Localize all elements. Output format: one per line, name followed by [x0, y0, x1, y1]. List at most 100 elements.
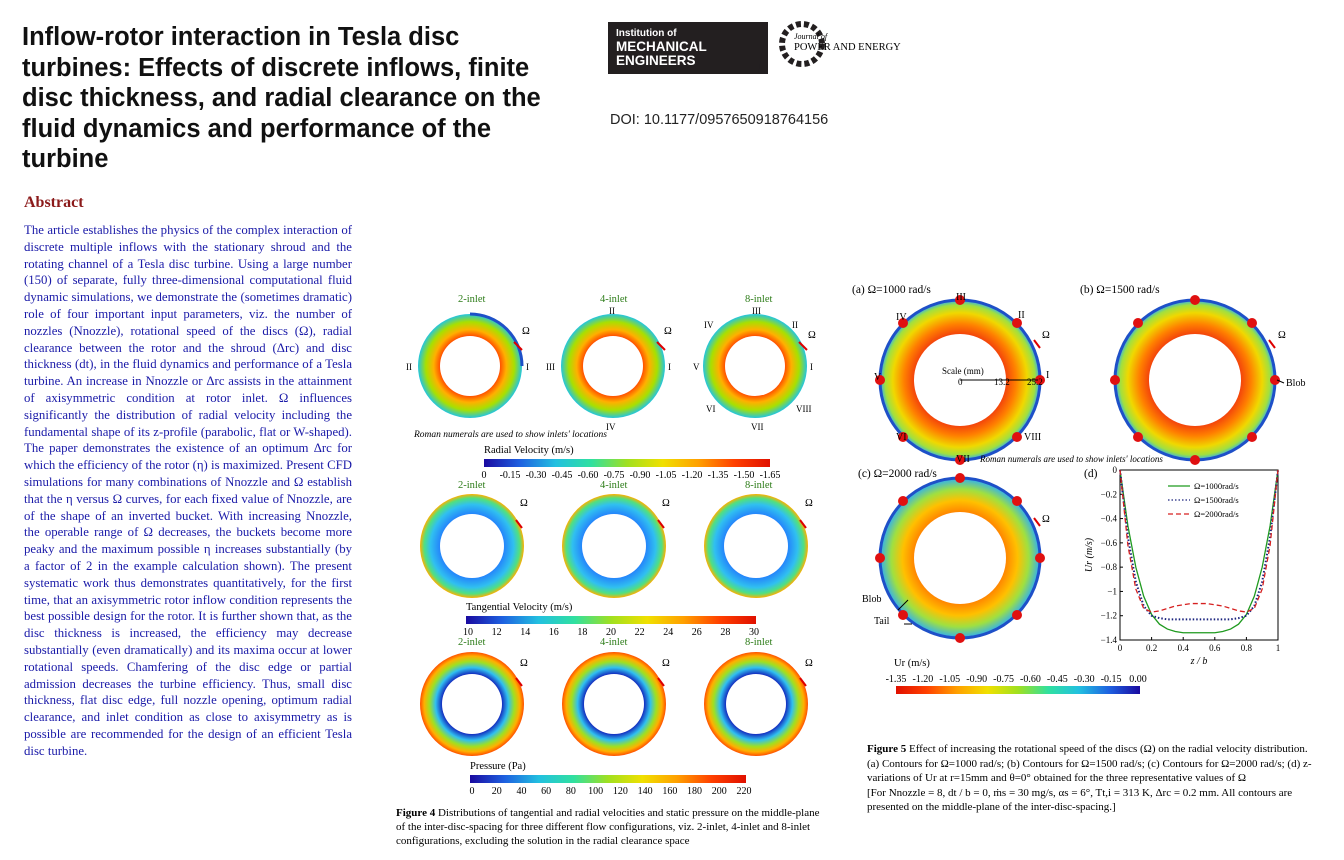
figure-4: 2-inlet 4-inlet 8-inlet Ω Ω Ω [396, 290, 836, 800]
colorbar-tick-label: -0.90 [966, 674, 988, 685]
colorbar-tick-label: -0.60 [577, 470, 599, 481]
colorbar-tick-label: 80 [565, 786, 576, 797]
colorbar-tick-label: 20 [606, 627, 616, 638]
colorbar-tick-label: -1.05 [939, 674, 961, 685]
journal-logo: Journal of POWER AND ENERGY [778, 12, 918, 76]
y-tick-label: −0.6 [1101, 538, 1118, 548]
fig4-label-4inlet: 4-inlet [600, 294, 628, 305]
colorbar-tick-label: -1.35 [707, 470, 729, 481]
fig4-roman-note: Roman numerals are used to show inlets' … [414, 430, 607, 440]
colorbar-tick-label: 180 [687, 786, 703, 797]
colorbar-tick-label: 20 [491, 786, 502, 797]
x-tick-label: 0 [1118, 643, 1123, 653]
fig4-tangential-contours [420, 494, 808, 598]
fig5-roman-note: Roman numerals are used to show inlets' … [980, 454, 1163, 464]
fig5-ring-b [1113, 298, 1277, 462]
colorbar-tick-label: -0.45 [1046, 674, 1068, 685]
tail-label: Tail [874, 616, 890, 627]
plot-frame [1119, 469, 1279, 641]
y-tick-label: −0.8 [1101, 562, 1118, 572]
colorbar-tick-label: 16 [548, 627, 559, 638]
panel-b-label: (b) Ω=1500 rad/s [1080, 284, 1160, 296]
y-tick-label: 0 [1113, 465, 1118, 475]
x-axis-label: z / b [1190, 656, 1208, 667]
colorbar-tick-label: -1.20 [912, 674, 934, 685]
colorbar-tick-label: 26 [691, 627, 702, 638]
colorbar-tick-label: -0.90 [629, 470, 651, 481]
colorbar-tick-label: -0.15 [499, 470, 521, 481]
colorbar-tick-label: 120 [612, 786, 628, 797]
colorbar-tick-label: 18 [577, 627, 588, 638]
legend-label: Ω=2000rad/s [1194, 509, 1239, 519]
pressure-colorbar-title: Pressure (Pa) [470, 761, 526, 772]
pressure-colorbar [470, 775, 746, 783]
gear-logo-icon [779, 21, 825, 67]
colorbar-tick-label: 24 [663, 627, 674, 638]
fig4-ring-2inlet-radial [418, 312, 524, 418]
y-tick-label: −1.4 [1101, 635, 1118, 645]
radial-colorbar-ticks: 0 -0.15 -0.30 -0.45 -0.60 -0.75 -0.90 -1.05 -1.2… [481, 470, 781, 482]
ur-colorbar-title: Ur (m/s) [894, 658, 930, 669]
tangential-colorbar-ticks: 10 12 14 16 18 20 22 24 26 28 30 [463, 627, 759, 639]
colorbar-tick-label: 30 [749, 627, 759, 638]
colorbar-tick-label: 14 [520, 627, 531, 638]
colorbar-tick-label: 40 [516, 786, 527, 797]
colorbar-tick-label: 0 [481, 470, 487, 481]
panel-a-label: (a) Ω=1000 rad/s [852, 284, 931, 296]
colorbar-tick-label: -0.75 [603, 470, 625, 481]
colorbar-tick-label: -1.65 [759, 470, 781, 481]
series-line [1119, 469, 1279, 634]
colorbar-tick-label: 100 [588, 786, 604, 797]
x-tick-label: 1 [1276, 643, 1281, 653]
tangential-colorbar-title: Tangential Velocity (m/s) [466, 602, 573, 613]
blob-label: Blob [1286, 378, 1306, 389]
x-tick-label: 0.8 [1241, 643, 1253, 653]
scale-label: Scale (mm) [942, 366, 984, 376]
colorbar-tick-label: -1.20 [681, 470, 703, 481]
omega-symbol: Ω [664, 326, 672, 337]
colorbar-tick-label: 22 [634, 627, 645, 638]
fig5-contours [875, 295, 1285, 643]
colorbar-tick-label: 0 [469, 786, 475, 797]
colorbar-tick-label: -1.35 [885, 674, 907, 685]
colorbar-tick-label: 160 [662, 786, 678, 797]
ur-colorbar-ticks: -1.35 -1.20 -1.05 -0.90 -0.75 -0.60 -0.45 -0.30… [886, 674, 1147, 686]
doi-text: DOI: 10.1177/0957650918764156 [610, 112, 829, 128]
colorbar-tick-label: 0.00 [1129, 674, 1147, 685]
ur-colorbar [896, 686, 1140, 694]
colorbar-tick-label: -0.30 [1073, 674, 1095, 685]
fig5-panel-d-chart: 0 0.2 0.4 0.6 0.8 1 0 −0.2 −0.4 −0.6 −0.8 −1 −1.2 −1.… [1084, 465, 1281, 667]
radial-colorbar [484, 459, 770, 467]
colorbar-tick-label: 140 [637, 786, 653, 797]
y-axis-label: Ur (m/s) [1084, 537, 1095, 572]
colorbar-tick-label: -0.60 [1020, 674, 1041, 685]
colorbar-tick-label: -1.05 [655, 470, 677, 481]
abstract-text: The article establishes the physics of t… [24, 223, 352, 758]
radial-colorbar-title: Radial Velocity (m/s) [484, 445, 574, 456]
pressure-colorbar-ticks: 0 20 40 60 80 100 120 140 160 180 200 220 [469, 786, 752, 798]
fig4-ring-4inlet-radial [561, 314, 665, 418]
colorbar-tick-label: -1.50 [733, 470, 755, 481]
x-tick-label: 0.6 [1209, 643, 1221, 653]
panel-c-label: (c) Ω=2000 rad/s [858, 468, 937, 480]
omega-symbol: Ω [808, 330, 816, 341]
y-tick-label: −0.4 [1101, 514, 1118, 524]
colorbar-tick-label: -0.15 [1100, 674, 1122, 685]
legend-label: Ω=1000rad/s [1194, 481, 1239, 491]
abstract-heading: Abstract [24, 194, 84, 211]
colorbar-tick-label: 60 [541, 786, 552, 797]
fig4-radial-contours [418, 312, 808, 418]
tangential-colorbar [466, 616, 756, 624]
fig4-label-2inlet: 2-inlet [458, 294, 486, 305]
colorbar-tick-label: -0.45 [551, 470, 573, 481]
logo-slant-decoration [758, 22, 768, 74]
figure-5: (a) Ω=1000 rad/s (b) Ω=1500 rad/s [850, 282, 1320, 702]
x-tick-label: 0.2 [1146, 643, 1157, 653]
omega-symbol: Ω [522, 326, 530, 337]
blob-label: Blob [862, 594, 882, 605]
colorbar-tick-label: 220 [736, 786, 752, 797]
paper-title: Inflow-rotor interaction in Tesla disc t… [22, 23, 541, 173]
imeche-logo: Institution of MECHANICAL ENGINEERS [608, 22, 768, 74]
colorbar-tick-label: -0.75 [993, 674, 1014, 685]
fig4-label-8inlet: 8-inlet [745, 294, 773, 305]
